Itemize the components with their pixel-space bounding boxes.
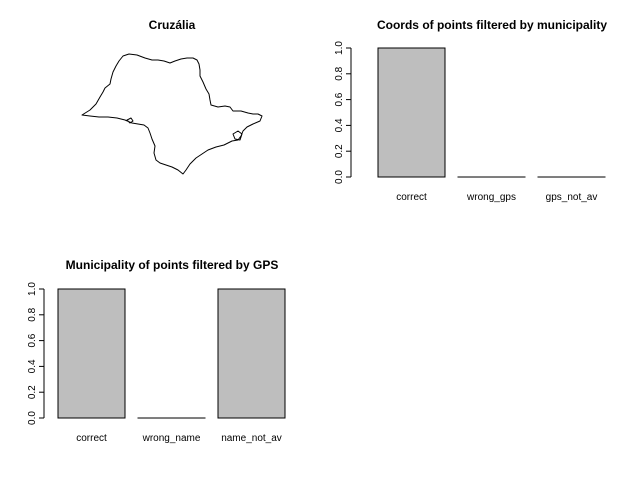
bar xyxy=(217,288,286,419)
y-tick-label: 0.4 xyxy=(334,118,345,132)
bar-chart-municipality: Coords of points filtered by municipalit… xyxy=(334,18,607,203)
y-tick-label: 0.2 xyxy=(27,385,38,399)
bar xyxy=(377,47,446,178)
bar xyxy=(57,288,126,419)
y-axis: 0.0 0.2 0.4 0.6 0.8 1.0 xyxy=(334,41,352,184)
bars xyxy=(57,288,286,419)
map-title: Cruzália xyxy=(149,18,196,32)
x-tick-label: correct xyxy=(76,433,107,444)
y-tick-label: 0.8 xyxy=(334,66,345,80)
y-tick-label: 0.0 xyxy=(334,170,345,184)
x-tick-label: gps_not_av xyxy=(546,192,598,203)
y-tick-label: 0.6 xyxy=(27,333,38,347)
bars xyxy=(377,47,606,178)
chart-title: Municipality of points filtered by GPS xyxy=(66,258,279,272)
bar-chart-gps: Municipality of points filtered by GPS 0… xyxy=(27,258,286,444)
y-tick-label: 1.0 xyxy=(27,282,38,296)
y-tick-label: 0.6 xyxy=(334,92,345,106)
y-tick-label: 0.4 xyxy=(27,359,38,373)
x-tick-label: name_not_av xyxy=(221,433,282,444)
chart-title: Coords of points filtered by municipalit… xyxy=(377,18,607,32)
y-tick-label: 0.0 xyxy=(27,411,38,425)
x-labels: correct wrong_gps gps_not_av xyxy=(396,192,597,203)
y-tick-label: 1.0 xyxy=(334,41,345,55)
x-tick-label: wrong_name xyxy=(142,433,201,444)
x-tick-label: wrong_gps xyxy=(466,192,516,203)
y-axis: 0.0 0.2 0.4 0.6 0.8 1.0 xyxy=(27,282,45,425)
x-tick-label: correct xyxy=(396,192,427,203)
map-outline xyxy=(81,53,263,175)
x-labels: correct wrong_name name_not_av xyxy=(76,433,282,444)
map-panel: Cruzália xyxy=(81,18,263,175)
y-tick-label: 0.2 xyxy=(334,144,345,158)
y-tick-label: 0.8 xyxy=(27,307,38,321)
